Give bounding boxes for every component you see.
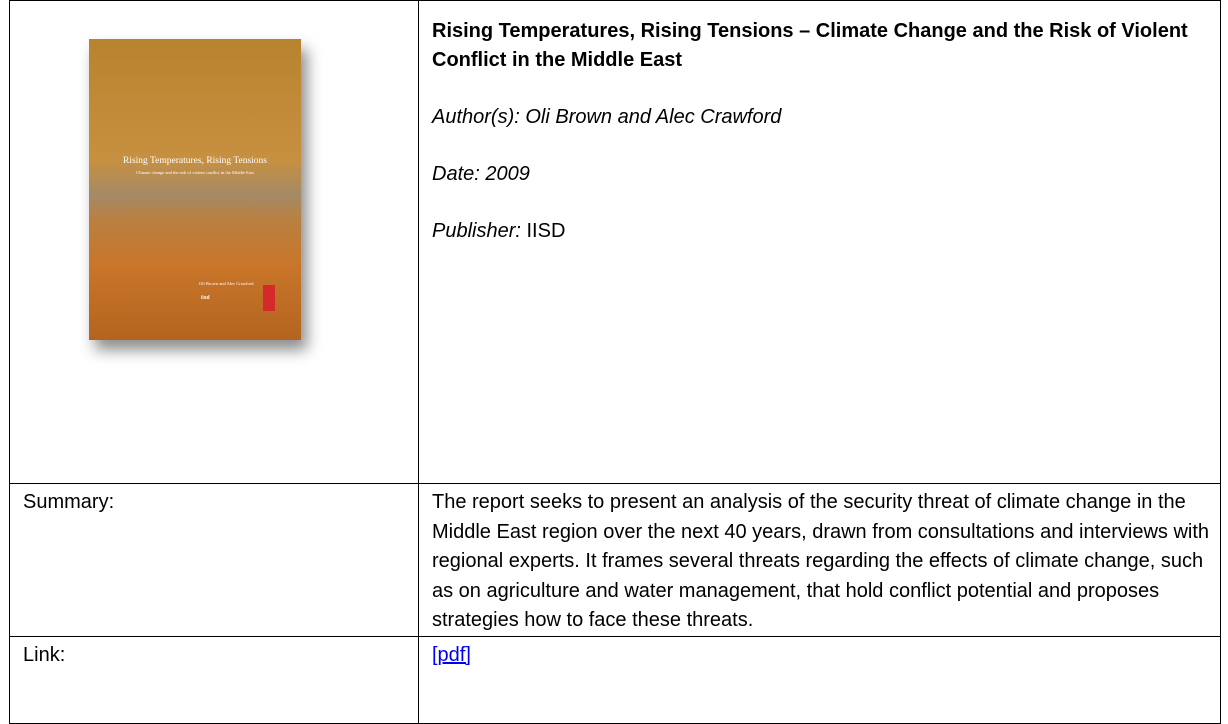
pdf-link[interactable]: [pdf] (432, 644, 471, 666)
entry-table: Rising Temperatures, Rising Tensions – C… (9, 0, 1221, 724)
details-cell: Rising Temperatures, Rising Tensions – C… (419, 1, 1221, 484)
entry-title: Rising Temperatures, Rising Tensions – C… (432, 17, 1210, 75)
value-cell: [pdf] (419, 636, 1221, 723)
label-cell: Summary: (10, 484, 419, 637)
authors: Author(s): Oli Brown and Alec Crawford (432, 103, 1210, 132)
page: Rising Temperatures, Rising Tensions Cli… (0, 0, 1228, 720)
publisher: Publisher: IISD (432, 217, 1210, 246)
cover-cell (10, 1, 419, 484)
row: Summary: The report seeks to present an … (10, 484, 1221, 637)
row: Link: [pdf] (10, 636, 1221, 723)
value-cell: The report seeks to present an analysis … (419, 484, 1221, 637)
publisher-label: Publisher: (432, 220, 521, 242)
row: Rising Temperatures, Rising Tensions – C… (10, 1, 1221, 484)
label-cell: Link: (10, 636, 419, 723)
link-label: Link: (10, 637, 418, 670)
summary-text: The report seeks to present an analysis … (419, 484, 1220, 636)
date: Date: 2009 (432, 160, 1210, 189)
summary-label: Summary: (10, 484, 418, 517)
publisher-value: IISD (527, 220, 566, 242)
